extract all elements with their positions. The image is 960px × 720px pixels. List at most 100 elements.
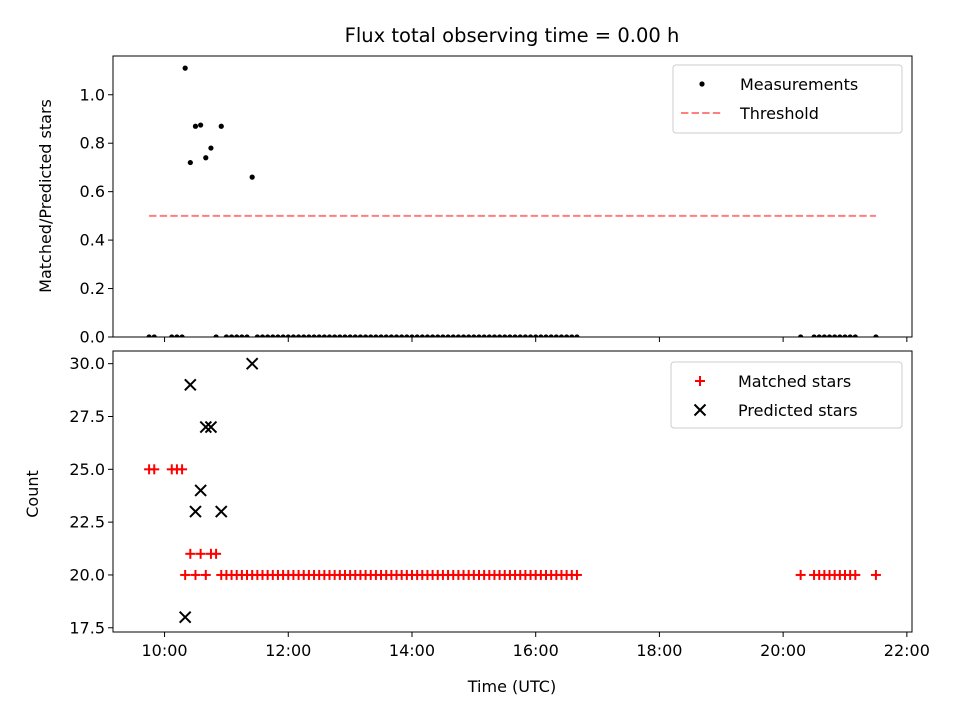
measurements-point: [332, 334, 338, 337]
measurements-point: [203, 155, 209, 161]
matched-stars-point: [850, 569, 861, 580]
measurements-point: [249, 174, 255, 180]
measurements-point: [430, 334, 436, 337]
measurements-point: [270, 334, 276, 337]
measurements-point: [316, 334, 322, 337]
measurements-point: [404, 334, 410, 337]
measurements-point: [455, 334, 461, 337]
x-tick-label: 20:00: [760, 641, 806, 660]
x-tick-label: 14:00: [389, 641, 435, 660]
measurements-point: [424, 334, 431, 337]
legend-threshold-label: Threshold: [739, 104, 819, 123]
measurements-point: [378, 334, 384, 337]
measurements-point: [290, 334, 297, 337]
legend-measurements-label: Measurements: [740, 75, 858, 94]
y-tick-label: 17.5: [69, 618, 105, 637]
measurements-point: [179, 334, 185, 337]
measurements-point: [548, 334, 554, 337]
measurements-point: [873, 334, 879, 337]
measurements-point: [507, 334, 513, 337]
measurements-point: [466, 334, 472, 337]
measurements-point: [280, 334, 286, 337]
measurements-point: [311, 334, 317, 337]
measurements-point: [306, 334, 312, 337]
measurements-point: [821, 334, 827, 337]
top-y-axis-label: Matched/Predicted stars: [36, 99, 55, 293]
predicted-stars-point: [245, 357, 259, 370]
measurements-point: [295, 334, 302, 337]
y-tick-label: 27.5: [69, 407, 105, 426]
legend-measurements-swatch: [699, 81, 705, 87]
measurements-point: [187, 159, 193, 166]
plot-area: [146, 65, 879, 337]
measurements-point: [471, 334, 477, 337]
y-tick-label: 22.5: [69, 513, 105, 532]
measurements-point: [564, 334, 570, 337]
measurements-point: [174, 334, 180, 337]
predicted-stars-point: [178, 611, 192, 624]
legend: Matched stars Predicted stars: [670, 361, 903, 429]
predicted-stars-point: [215, 505, 228, 518]
measurements-point: [213, 334, 219, 337]
measurements-point: [527, 334, 534, 337]
legend-predicted-stars-label: Predicted stars: [738, 401, 858, 420]
matched-stars-point: [149, 464, 160, 475]
measurements-point: [435, 334, 441, 337]
y-tick-label: 0.2: [80, 279, 105, 298]
measurements-point: [476, 334, 482, 337]
legend-box: [672, 64, 903, 134]
measurements-point: [419, 334, 425, 337]
measurements-point: [826, 334, 833, 337]
measurements-point: [847, 334, 853, 337]
measurements-point: [533, 334, 539, 337]
predicted-stars-point: [199, 420, 212, 434]
x-tick-label: 12:00: [265, 641, 311, 660]
measurements-point: [337, 334, 343, 337]
axes-frame: [112, 350, 913, 633]
legend-predicted-stars-swatch: [693, 403, 707, 417]
measurements-point: [481, 334, 487, 337]
measurements-point: [326, 334, 333, 337]
measurements-point: [399, 334, 405, 337]
measurements-point: [543, 334, 549, 337]
measurements-point: [228, 334, 235, 337]
y-tick-label: 0.6: [80, 182, 105, 201]
measurements-point: [285, 334, 291, 337]
measurements-point: [373, 334, 379, 337]
measurements-point: [414, 334, 420, 337]
measurements-point: [265, 334, 271, 337]
measurements-point: [569, 334, 575, 337]
measurements-point: [842, 334, 848, 337]
measurements-point: [553, 334, 559, 337]
measurements-point: [321, 334, 327, 337]
measurements-point: [832, 334, 838, 337]
predicted-stars-point: [184, 378, 197, 392]
bottom-y-axis-label: Count: [23, 470, 42, 518]
measurements-point: [409, 334, 415, 337]
y-tick-label: 0.8: [80, 134, 105, 153]
plot-area: [144, 357, 881, 624]
matched-stars-point: [795, 569, 806, 580]
measurements-point: [816, 334, 822, 337]
x-tick-label: 10:00: [141, 641, 187, 660]
measurements-point: [512, 334, 518, 337]
x-tick-label: 16:00: [513, 641, 559, 660]
measurements-point: [244, 334, 250, 337]
predicted-stars-point: [194, 484, 207, 497]
measurements-point: [538, 334, 544, 337]
measurements-point: [357, 334, 364, 337]
measurements-point: [239, 334, 245, 337]
measurements-point: [192, 123, 199, 129]
measurements-point: [208, 145, 214, 151]
legend-box: [670, 361, 903, 429]
x-tick-label: 18:00: [636, 641, 682, 660]
measurements-point: [198, 122, 204, 128]
y-tick-label: 0.4: [80, 231, 105, 250]
measurements-point: [558, 334, 565, 337]
predicted-stars-point: [189, 505, 202, 518]
top-panel: 0.0 0.2 0.4 0.6 0.8 1.0 Measurements Threshold: [80, 55, 913, 347]
measurements-point: [347, 334, 353, 337]
matched-stars-point: [200, 569, 211, 580]
measurements-point: [254, 334, 260, 337]
bottom-panel: 17.5 20.0 22.5 25.0 27.5 30.0 10:00 12:00 14:00 1…: [69, 350, 930, 660]
